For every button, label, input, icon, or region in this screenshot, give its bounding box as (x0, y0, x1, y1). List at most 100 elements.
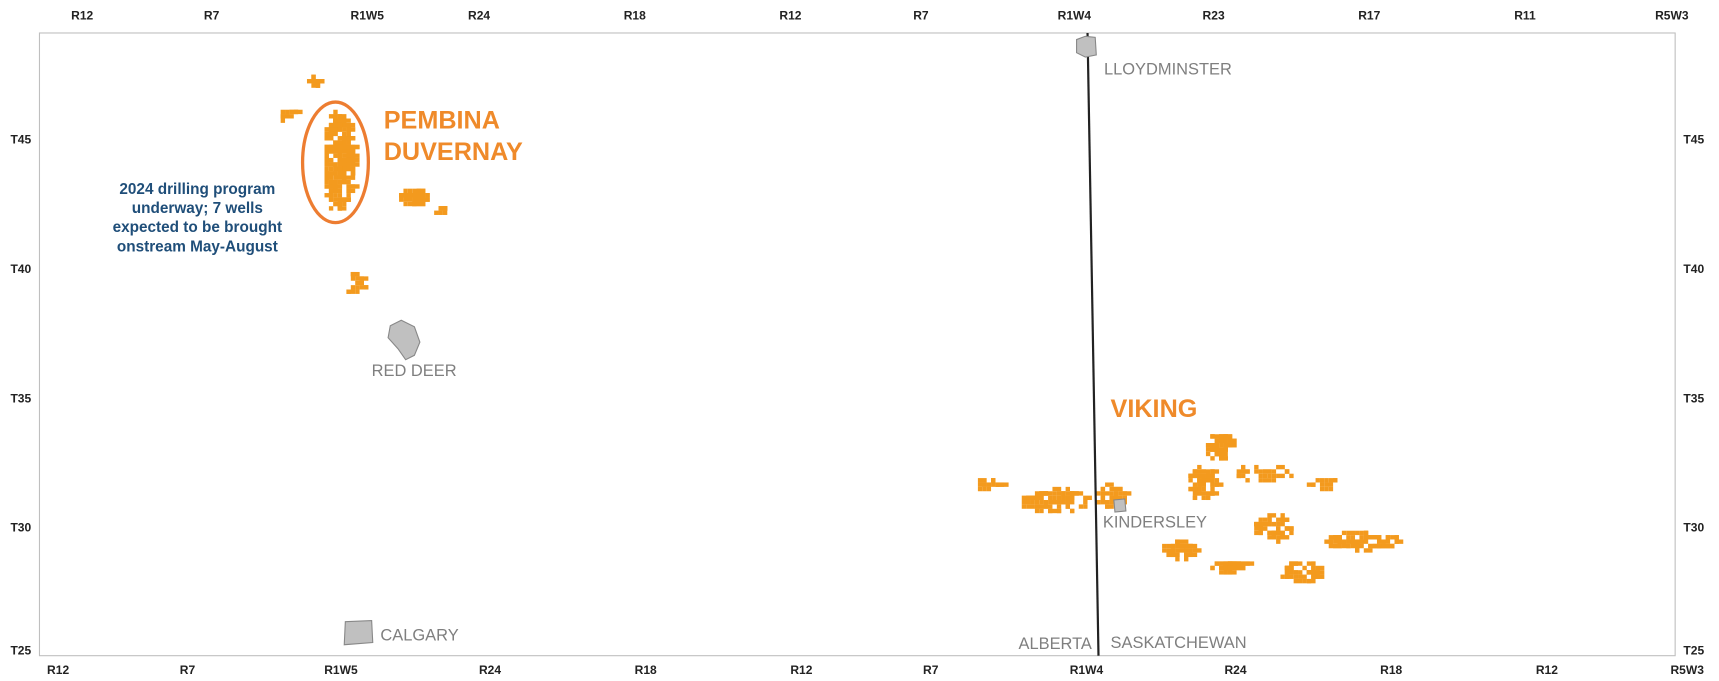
range-label: R17 (1358, 9, 1380, 23)
well (1324, 482, 1334, 487)
well (1056, 504, 1062, 509)
well (1333, 478, 1338, 483)
well (1205, 473, 1215, 479)
well (1210, 486, 1215, 492)
well (342, 153, 351, 158)
place-label: SASKATCHEWAN (1111, 634, 1247, 652)
township-label: T30 (10, 521, 31, 535)
well (346, 131, 351, 137)
city-kindersley (1113, 498, 1127, 513)
well (1210, 469, 1220, 474)
well (1333, 535, 1338, 540)
well (1061, 500, 1066, 505)
well (1328, 535, 1334, 540)
well (333, 197, 338, 202)
well (1289, 473, 1294, 479)
well (1175, 548, 1185, 553)
well (416, 201, 426, 207)
well (1289, 570, 1294, 575)
city-calgary (343, 620, 374, 646)
well (1315, 570, 1325, 575)
well (1192, 482, 1198, 487)
play-label: PEMBINA (384, 106, 500, 134)
well (1197, 482, 1202, 487)
well (1333, 539, 1338, 544)
well (1122, 495, 1127, 501)
well (289, 109, 294, 115)
well (986, 486, 992, 492)
well (342, 122, 347, 128)
well (350, 285, 356, 290)
well (416, 188, 426, 194)
well (337, 118, 343, 123)
well (337, 166, 343, 172)
well (1065, 486, 1070, 492)
well (1315, 478, 1320, 483)
well (324, 171, 329, 176)
well (324, 157, 329, 163)
well (1271, 535, 1277, 540)
range-label: R7 (180, 663, 196, 677)
well (1223, 570, 1228, 575)
well (1236, 473, 1242, 479)
well (328, 157, 334, 163)
well (1184, 557, 1189, 562)
well (1052, 495, 1057, 501)
well (355, 280, 364, 286)
well (1227, 438, 1237, 444)
well (346, 197, 351, 202)
township-label: T45 (10, 133, 31, 147)
well (1280, 517, 1285, 522)
well (412, 193, 417, 198)
well (442, 210, 448, 215)
well (1039, 508, 1044, 514)
well (982, 486, 987, 492)
well (1039, 495, 1044, 501)
well (1319, 478, 1325, 483)
well (346, 157, 356, 163)
well (1197, 473, 1202, 479)
well (1122, 491, 1132, 496)
well (1258, 517, 1263, 522)
well (1298, 570, 1303, 575)
well (1337, 543, 1342, 549)
well (1350, 539, 1356, 544)
range-label: R12 (779, 9, 801, 23)
well (328, 179, 334, 185)
well (1319, 482, 1325, 487)
range-label: R24 (479, 663, 501, 677)
well (1223, 451, 1228, 457)
well (1030, 500, 1035, 505)
range-label: R5W3 (1655, 9, 1689, 23)
well (1302, 565, 1307, 571)
well (1324, 486, 1329, 492)
well (1363, 535, 1369, 540)
township-label: T35 (1683, 391, 1704, 405)
well (1271, 473, 1277, 479)
well (1372, 543, 1382, 549)
well (1298, 574, 1307, 579)
well (1376, 535, 1382, 540)
well (1262, 521, 1272, 527)
well (333, 184, 343, 189)
well (977, 486, 983, 492)
well (1280, 521, 1285, 527)
well (1267, 517, 1272, 522)
well (1061, 491, 1066, 496)
well (1293, 570, 1299, 575)
well (1065, 500, 1070, 505)
well (1100, 500, 1110, 505)
well (1319, 486, 1325, 492)
well (337, 114, 347, 119)
well (346, 179, 351, 185)
well (1280, 574, 1285, 579)
well (1258, 530, 1263, 536)
well (1214, 491, 1220, 496)
well (1223, 434, 1228, 439)
well (1175, 557, 1180, 562)
well (999, 482, 1009, 487)
well (1021, 504, 1027, 509)
well (1021, 495, 1027, 501)
well (337, 197, 343, 202)
township-label: T25 (10, 643, 31, 657)
